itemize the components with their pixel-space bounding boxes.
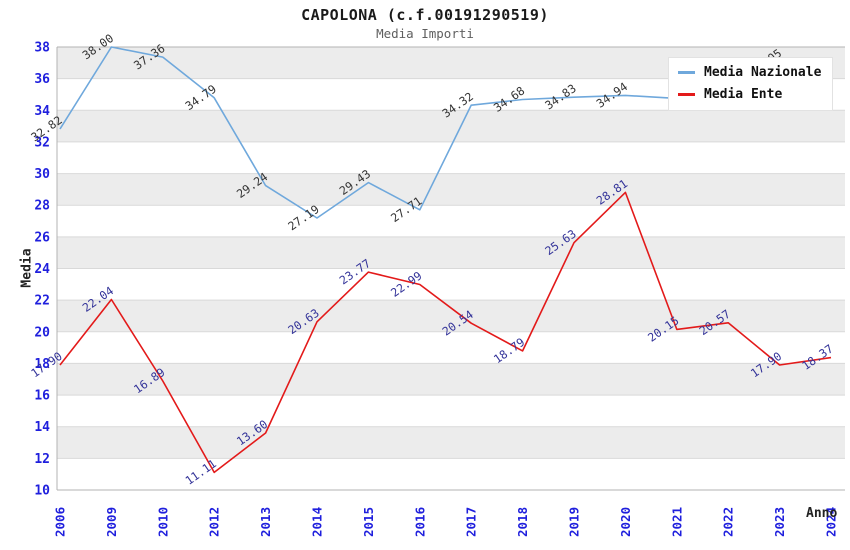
x-tick-label: 2014: [310, 507, 325, 537]
legend: Media Nazionale Media Ente: [668, 57, 834, 111]
x-tick-label: 2019: [567, 507, 582, 537]
x-tick-label: 2021: [669, 507, 684, 537]
y-tick-label: 12: [34, 452, 50, 467]
x-tick-label: 2024: [824, 507, 839, 537]
y-tick-label: 36: [34, 72, 50, 87]
plot-band: [57, 300, 845, 332]
y-tick-label: 16: [34, 389, 50, 404]
x-tick-label: 2006: [53, 507, 68, 537]
y-tick-label: 34: [34, 104, 50, 119]
plot-band: [57, 236, 845, 269]
legend-item-media-nazionale[interactable]: Media Nazionale: [678, 65, 821, 80]
plot-band: [57, 110, 845, 142]
y-tick-label: 14: [34, 420, 50, 435]
y-tick-label: 10: [34, 484, 50, 499]
y-tick-label: 28: [34, 199, 50, 214]
x-tick-label: 2022: [721, 507, 736, 537]
x-tick-label: 2012: [207, 507, 222, 537]
y-axis-title: Media: [19, 248, 35, 288]
plot-band: [57, 173, 845, 206]
y-tick-label: 30: [34, 167, 50, 182]
x-tick-label: 2009: [104, 507, 119, 537]
x-tick-label: 2018: [515, 507, 530, 537]
y-tick-label: 32: [34, 135, 50, 150]
x-tick-label: 2023: [772, 507, 787, 537]
x-tick-label: 2017: [464, 507, 479, 537]
x-tick-label: 2020: [618, 507, 633, 537]
y-tick-label: 24: [34, 262, 50, 277]
y-tick-label: 26: [34, 230, 50, 245]
series-line-media-ente: [59, 191, 832, 474]
y-tick-label: 38: [34, 41, 50, 56]
legend-swatch-icon: [678, 93, 695, 96]
y-tick-label: 18: [34, 357, 50, 372]
y-tick-label: 22: [34, 294, 50, 309]
chart-title: CAPOLONA (c.f.00191290519): [301, 6, 549, 24]
x-tick-label: 2010: [155, 507, 170, 537]
legend-swatch-icon: [678, 71, 695, 74]
plot-band: [57, 426, 845, 459]
legend-item-media-ente[interactable]: Media Ente: [678, 87, 821, 102]
plot-band: [57, 363, 845, 396]
legend-item-label: Media Nazionale: [704, 65, 822, 80]
y-tick-label: 20: [34, 325, 50, 340]
legend-item-label: Media Ente: [704, 87, 783, 102]
x-tick-label: 2015: [361, 507, 376, 537]
x-tick-label: 2016: [412, 507, 427, 537]
x-axis-title: Anno: [806, 506, 838, 521]
x-tick-label: 2013: [258, 507, 273, 537]
chart-subtitle: Media Importi: [376, 26, 474, 41]
